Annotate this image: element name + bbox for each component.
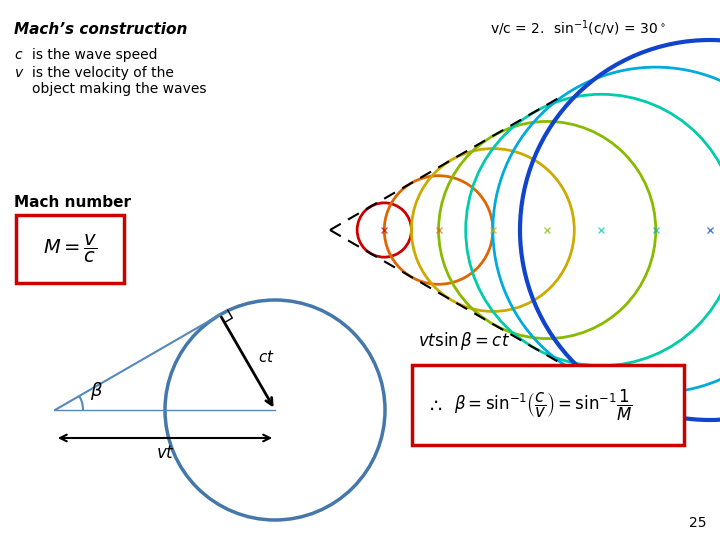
Text: Mach number: Mach number <box>14 195 131 210</box>
Text: $ct$: $ct$ <box>258 349 274 366</box>
Bar <box>16 215 124 283</box>
Text: is the velocity of the: is the velocity of the <box>32 66 174 80</box>
Text: Mach’s construction: Mach’s construction <box>14 22 187 37</box>
Text: object making the waves: object making the waves <box>32 82 207 96</box>
Text: v/c = 2.  $\mathrm{sin}^{-1}$(c/v) = 30$^\circ$: v/c = 2. $\mathrm{sin}^{-1}$(c/v) = 30$^… <box>490 18 666 38</box>
Text: $v$: $v$ <box>14 66 24 80</box>
Text: is the wave speed: is the wave speed <box>32 48 158 62</box>
Text: $\beta = \sin^{-1}\!\left(\dfrac{c}{v}\right) = \sin^{-1}\!\dfrac{1}{M}$: $\beta = \sin^{-1}\!\left(\dfrac{c}{v}\r… <box>454 387 633 423</box>
Text: $vt\sin\beta = ct$: $vt\sin\beta = ct$ <box>418 330 510 352</box>
Text: $\beta$: $\beta$ <box>90 380 103 402</box>
Text: $M = \dfrac{v}{c}$: $M = \dfrac{v}{c}$ <box>42 233 97 265</box>
Text: $vt$: $vt$ <box>156 444 174 462</box>
Text: $\therefore$: $\therefore$ <box>426 395 443 415</box>
Text: 25: 25 <box>688 516 706 530</box>
Bar <box>412 365 684 445</box>
Text: $c$: $c$ <box>14 48 24 62</box>
